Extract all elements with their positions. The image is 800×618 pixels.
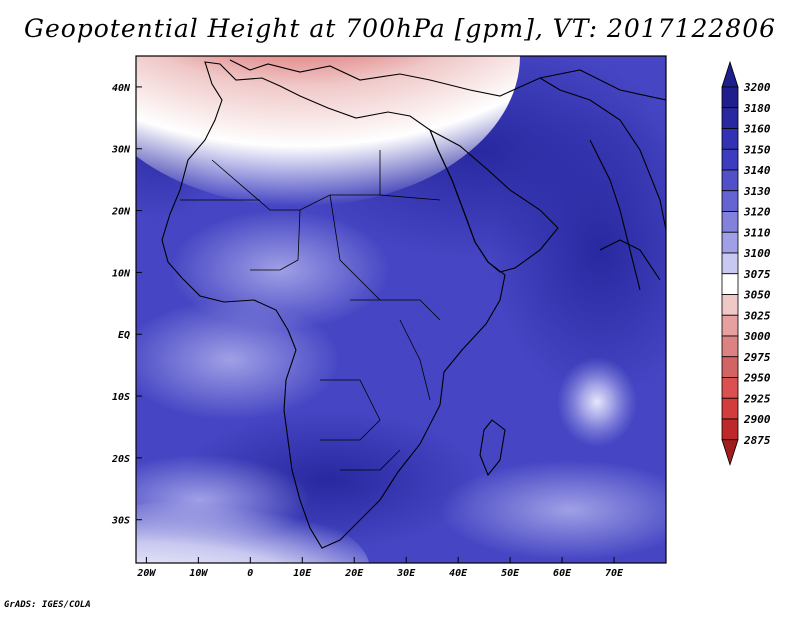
lat-tick-label: 30N [111,145,131,156]
colorbar-swatch [722,212,738,233]
colorbar-swatch [722,419,738,440]
colorbar-level-label: 3100 [743,247,771,260]
colorbar-swatch [722,87,738,108]
lon-tick-label: 20E [344,568,364,579]
colorbar-swatch [722,253,738,274]
colorbar-swatch [722,315,738,336]
lon-tick-label: 40E [449,568,468,579]
lon-tick-label: 70E [605,568,624,579]
lon-tick-label: 10E [293,568,312,579]
colorbar-swatch [722,170,738,191]
colorbar-level-label: 2950 [743,372,771,385]
lat-tick-label: 10N [112,268,131,279]
colorbar-swatch [722,295,738,316]
colorbar-level-label: 3130 [743,185,771,198]
colorbar: 3200 3180 3160 3150 3140 3130 3120 3110 3100 3075… [722,62,771,465]
lon-tick-label: 50E [501,568,520,579]
colorbar-level-label: 2900 [743,413,771,426]
colorbar-swatch [722,108,738,129]
colorbar-level-label: 2875 [743,434,771,447]
colorbar-level-label: 3025 [743,309,771,322]
lat-tick-label: 20S [111,454,130,465]
height-field [30,0,710,618]
lat-tick-label: 40N [112,83,131,94]
colorbar-swatch [722,398,738,419]
colorbar-swatch [722,191,738,212]
colorbar-level-label: 3150 [743,143,771,156]
colorbar-level-label: 2925 [743,392,771,405]
colorbar-level-label: 3200 [743,81,771,94]
grads-credit: GrADS: IGES/COLA [4,600,91,610]
lon-tick-label: 20W [136,568,156,579]
map-figure: 20W 10W 0 10E 20E 30E 40E 50E 60E 70E 40N 30N 20N 10… [0,0,800,618]
colorbar-level-label: 3000 [743,330,771,343]
colorbar-swatch [722,232,738,253]
lat-tick-label: 10S [112,392,130,403]
colorbar-bottom-arrow [722,440,738,465]
colorbar-level-label: 3160 [743,123,771,136]
colorbar-level-label: 3075 [743,268,771,281]
lat-tick-label: 30S [111,516,130,527]
colorbar-level-label: 3140 [743,164,771,177]
lat-tick-label: 20N [111,207,131,218]
colorbar-top-arrow [722,62,738,87]
colorbar-level-label: 3050 [743,289,771,302]
colorbar-level-label: 2975 [743,351,771,364]
lon-tick-label: 10W [189,568,208,579]
colorbar-swatch [722,336,738,357]
colorbar-level-label: 3110 [743,226,771,239]
colorbar-swatch [722,149,738,170]
lon-tick-label: 30E [396,568,416,579]
lat-tick-label: EQ [118,330,130,341]
colorbar-level-label: 3180 [743,102,771,115]
colorbar-swatch [722,274,738,295]
colorbar-swatch [722,357,738,378]
colorbar-swatch [722,129,738,150]
colorbar-swatch [722,378,738,399]
lon-tick-label: 0 [247,568,253,579]
colorbar-level-label: 3120 [743,206,771,219]
lon-tick-label: 60E [553,568,572,579]
